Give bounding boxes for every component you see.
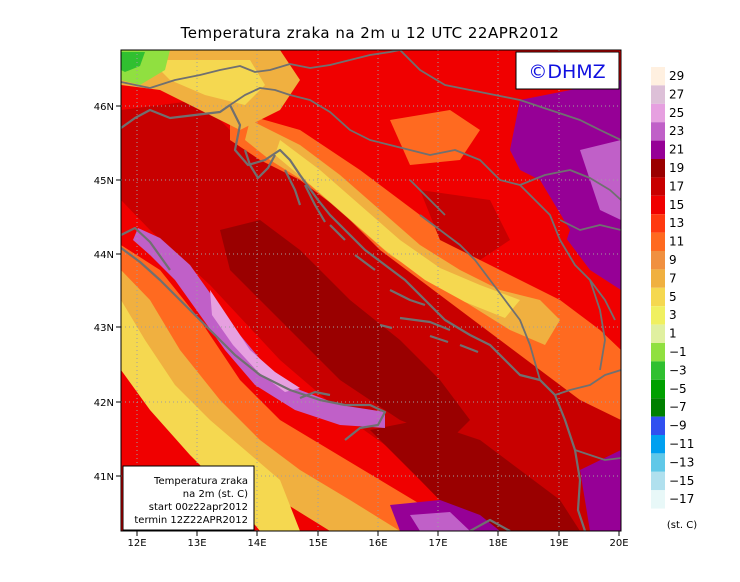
colorbar-label: 7 [669,271,677,285]
colorbar-label: −7 [669,400,687,414]
colorbar-label: −11 [669,437,694,451]
colorbar-swatch [651,490,665,509]
italy-light-band [121,300,300,531]
lat-label-46n: 46N [94,102,114,113]
colorbar-label: 3 [669,308,677,322]
lon-label-17e: 17E [428,538,447,549]
lon-label-18e: 18E [488,538,507,549]
colorbar-swatch [651,140,665,159]
colorbar-swatch [651,251,665,270]
info-line-2: na 2m (st. C) [183,489,248,500]
colorbar-swatch [651,398,665,417]
borders [121,50,621,461]
sea-darkest-region [220,220,470,440]
colorbar-label: −13 [669,455,694,469]
axis-ticks [116,105,620,536]
lat-label-43n: 43N [94,323,114,334]
colorbar-label: 13 [669,216,684,230]
copyright-box: ©DHMZ [515,51,620,90]
colorbar-swatch [651,67,665,86]
colorbar-label: 1 [669,327,677,341]
longitude-labels: 12E 13E 14E 15E 16E 17E 18E 19E 20E [127,538,628,549]
map-frame [120,49,622,532]
colorbar-label: 19 [669,161,684,175]
colorbar-label: −3 [669,363,687,377]
info-line-1: Temperatura zraka [153,476,248,487]
info-line-4: termin 12Z22APR2012 [134,515,248,526]
alps-light [150,60,265,105]
colorbar-label: 21 [669,143,684,157]
colorbar-swatch [651,324,665,343]
colorbar-label: −17 [669,492,694,506]
lon-label-13e: 13E [187,538,206,549]
info-box: Temperatura zraka na 2m (st. C) start 00… [122,465,255,531]
colorbar-label: −9 [669,419,687,433]
temperature-field [121,50,621,531]
colorbar-swatch [651,122,665,141]
colorbar-swatch [651,435,665,454]
colorbar-swatch [651,232,665,251]
colorbar-swatch [651,416,665,435]
lon-label-14e: 14E [247,538,266,549]
lon-label-19e: 19E [549,538,568,549]
colorbar-swatch [651,343,665,362]
colorbar-label: −1 [669,345,687,359]
lat-label-42n: 42N [94,398,114,409]
latitude-labels: 46N 45N 44N 43N 42N 41N [94,102,114,483]
dinaric-light-belt [275,140,520,318]
east-red-inner [490,160,570,260]
lat-label-45n: 45N [94,176,114,187]
sea-dark-region [121,100,621,531]
east-purple-region [510,80,621,290]
alps-dark-green [121,52,145,72]
colorbar-swatch [651,85,665,104]
info-line-3: start 00z22apr2012 [149,502,248,513]
colorbar-swatch [651,471,665,491]
colorbar-label: 9 [669,253,677,267]
colorbar-label: 5 [669,290,677,304]
sea-darkest-region-2 [370,420,580,531]
colorbar-swatch [651,103,665,123]
colorbar-swatch [651,177,665,196]
colorbar-swatch [651,195,665,215]
colorbar-swatch [651,287,665,307]
colorbar-label: 23 [669,124,684,138]
lat-label-41n: 41N [94,472,114,483]
colorbar-swatch [651,269,665,288]
lon-label-20e: 20E [609,538,628,549]
lon-label-16e: 16E [368,538,387,549]
lon-label-15e: 15E [308,538,327,549]
colorbar-unit: (st. C) [667,520,697,531]
colorbar-label: 25 [669,106,684,120]
colorbar-swatch [651,214,665,233]
colorbar-label: 27 [669,87,684,101]
map-title: Temperatura zraka na 2m u 12 UTC 22APR20… [180,24,560,42]
colorbar-swatch [651,306,665,325]
italy-coast-purple [133,228,385,428]
colorbar-swatch [651,453,665,472]
east-purple-light [580,140,621,220]
colorbar-label: 15 [669,198,684,212]
lat-label-44n: 44N [94,250,114,261]
colorbar-swatch [651,361,665,380]
colorbar-label: −15 [669,474,694,488]
bosnia-darkred [420,190,510,260]
colorbar: 29 27 25 23 21 19 17 15 13 11 9 7 5 3 1 −1 −3 −5 −7 −9 −11 −1… [651,67,694,509]
southeast-purple [580,450,621,531]
colorbar-label: −5 [669,382,687,396]
colorbar-swatch [651,379,665,399]
colorbar-swatch [651,159,665,178]
colorbar-label: 29 [669,69,684,83]
lon-label-12e: 12E [127,538,146,549]
colorbar-label: 17 [669,179,684,193]
copyright-text: ©DHMZ [528,61,605,83]
south-pink [410,512,470,531]
colorbar-label: 11 [669,235,684,249]
